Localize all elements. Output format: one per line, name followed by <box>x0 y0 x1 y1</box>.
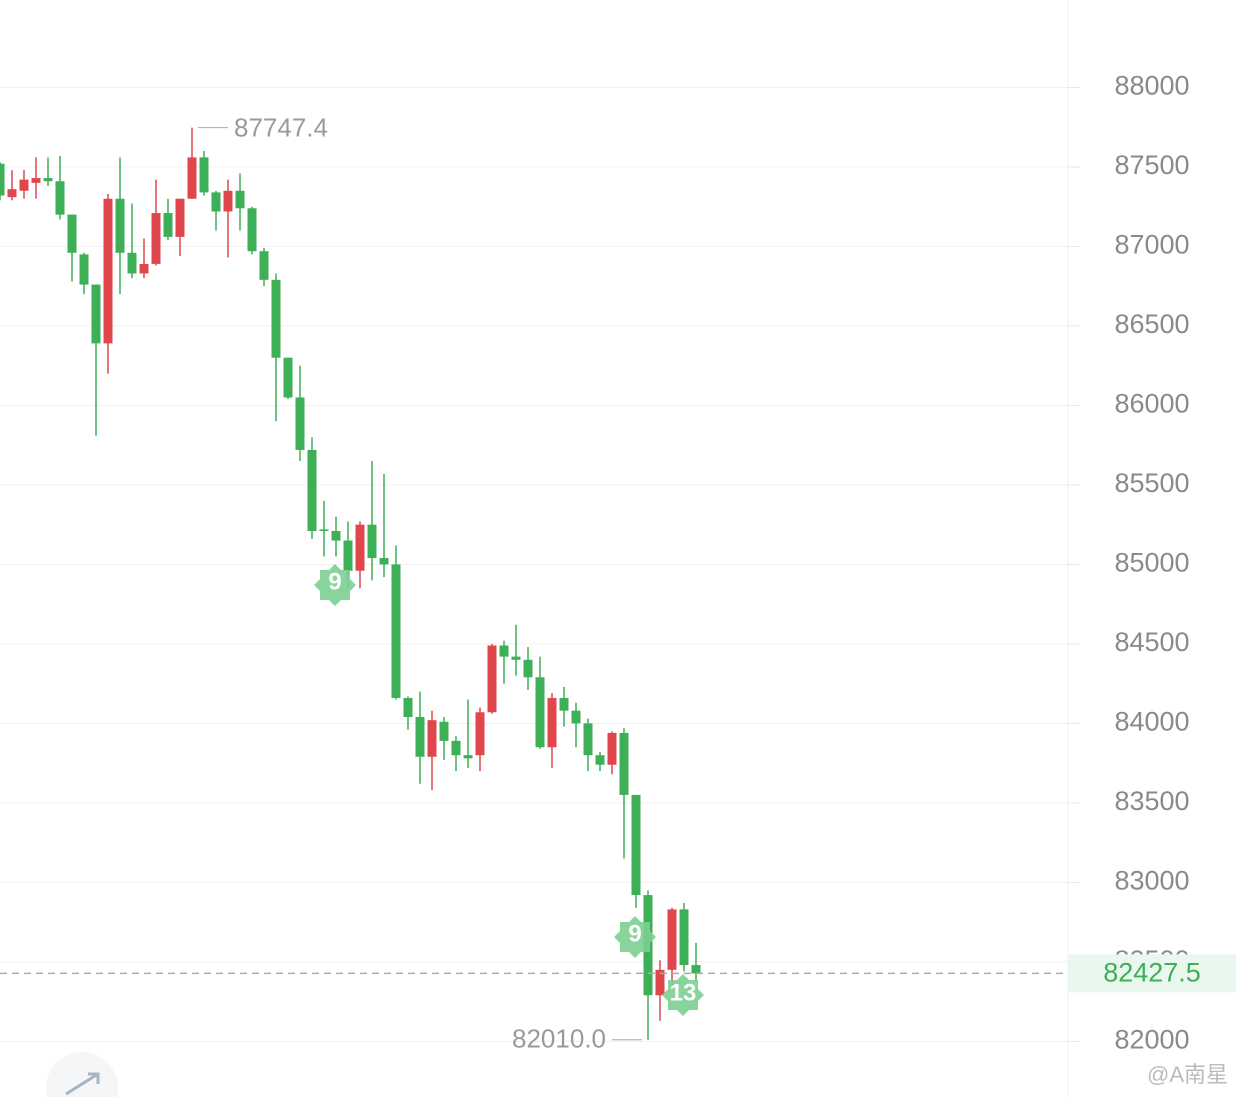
marker-badge <box>314 564 356 606</box>
candle-body <box>547 697 557 748</box>
candle-body <box>175 198 185 237</box>
candle-body <box>223 190 233 212</box>
expand-icon <box>65 1072 100 1096</box>
candle-body <box>55 181 65 215</box>
candle-body <box>199 157 209 193</box>
candle-body <box>391 564 401 698</box>
candle-body <box>523 659 533 678</box>
candle-body <box>43 178 53 182</box>
candle-body <box>355 524 365 571</box>
marker-label: 13 <box>670 979 697 1006</box>
y-tick-label: 87000 <box>1114 230 1189 260</box>
expand-button[interactable] <box>46 1052 118 1097</box>
candle-body <box>583 723 593 756</box>
candle-body <box>403 697 413 718</box>
candle-body <box>295 397 305 450</box>
candle-body <box>187 157 197 199</box>
max-label: 87747.4 <box>234 112 328 142</box>
candle-body <box>559 697 569 711</box>
candle-body <box>595 755 605 765</box>
candle-body <box>691 965 701 974</box>
candle-body <box>247 208 257 252</box>
marker: 9 <box>314 564 356 606</box>
candle-body <box>343 540 353 571</box>
overlay: 87747.4 82010.0 82427.5 <box>0 112 1236 1054</box>
marker: 13 <box>662 974 704 1016</box>
candle-body <box>283 357 293 398</box>
candle-body <box>451 740 461 756</box>
candle-body <box>679 909 689 966</box>
y-tick-label: 88000 <box>1114 71 1189 101</box>
candle-body <box>331 531 341 541</box>
candles <box>0 127 701 1040</box>
candle-body <box>535 677 545 748</box>
candle-body <box>211 192 221 212</box>
last-price-label: 82427.5 <box>1103 958 1201 988</box>
marker-badge <box>614 916 656 958</box>
grid: 8200082500830008350084000845008500085500… <box>0 71 1190 1054</box>
watermark: @A南星 <box>1147 1062 1228 1087</box>
candle-body <box>235 190 245 209</box>
candle-body <box>103 198 113 344</box>
candle-body <box>0 163 5 196</box>
candle-body <box>271 279 281 358</box>
y-tick-label: 86000 <box>1114 389 1189 419</box>
last-price-box <box>1068 954 1236 993</box>
candle-body <box>427 720 437 757</box>
y-tick-label: 86500 <box>1114 309 1189 339</box>
y-tick-label: 82000 <box>1114 1024 1189 1054</box>
marker-label: 9 <box>628 920 641 947</box>
candle-body <box>607 732 617 765</box>
y-tick-label: 87500 <box>1114 150 1189 180</box>
y-tick-label: 84000 <box>1114 707 1189 737</box>
candle-body <box>163 213 173 237</box>
candle-body <box>31 178 41 183</box>
candle-body <box>367 524 377 559</box>
y-tick-label: 83500 <box>1114 786 1189 816</box>
candle-body <box>19 179 29 191</box>
marker: 9 <box>614 916 656 958</box>
candle-body <box>139 263 149 274</box>
candle-body <box>487 645 497 713</box>
candle-body <box>127 252 137 274</box>
candle-body <box>415 717 425 757</box>
candle-body <box>439 721 449 741</box>
candle-body <box>307 449 317 532</box>
marker-label: 9 <box>328 568 341 595</box>
candle-body <box>7 189 17 198</box>
candle-body <box>379 558 389 565</box>
candle-body <box>655 969 665 996</box>
y-tick-label: 84500 <box>1114 627 1189 657</box>
candle-body <box>67 214 77 253</box>
candle-body <box>475 712 485 756</box>
min-label: 82010.0 <box>512 1024 606 1054</box>
candle-body <box>667 909 677 970</box>
candle-body <box>631 794 641 896</box>
y-tick-label: 85500 <box>1114 468 1189 498</box>
candle-body <box>619 732 629 795</box>
marker-badge <box>662 974 704 1016</box>
y-tick-label: 83000 <box>1114 865 1189 895</box>
candle-body <box>259 251 269 280</box>
candle-body <box>79 254 89 285</box>
candle-body <box>319 529 329 532</box>
candle-body <box>115 198 125 253</box>
candle-body <box>91 284 101 344</box>
candle-body <box>463 755 473 759</box>
y-tick-label: 85000 <box>1114 548 1189 578</box>
candle-body <box>151 213 161 264</box>
candle-body <box>571 710 581 724</box>
candle-body <box>511 656 521 660</box>
candle-body <box>499 645 509 657</box>
